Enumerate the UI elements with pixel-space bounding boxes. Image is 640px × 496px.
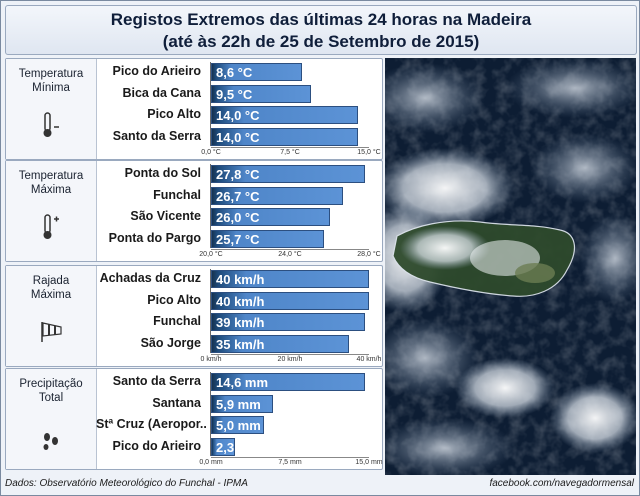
- x-axis-line: [211, 249, 369, 250]
- category-box: Temperatura Máxima: [6, 161, 97, 261]
- station-label: Bica da Cana: [122, 85, 201, 100]
- category-label-line: Total: [38, 392, 64, 404]
- station-label: São Jorge: [140, 335, 201, 350]
- bar-value-label: 14,6 mm: [216, 375, 269, 390]
- category-box: Temperatura Mínima: [6, 59, 97, 159]
- x-tick-label: 15,0 mm: [355, 459, 383, 466]
- x-tick-label: 0,0 °C: [201, 149, 221, 156]
- data-bar: 2,3 mm: [211, 437, 261, 456]
- chart-panel: Temperatura Máxima Ponta do Sol 27,8 °C Func…: [5, 160, 383, 262]
- y-axis-line: [210, 164, 211, 248]
- bar-value-label: 14,0 °C: [216, 129, 260, 145]
- data-bar: 40 km/h: [211, 270, 369, 288]
- bar-value-label: 25,7 °C: [216, 231, 260, 247]
- bar-value-label: 26,7 °C: [216, 188, 260, 204]
- data-bar: 26,7 °C: [211, 186, 344, 205]
- category-label-line: Máxima: [30, 184, 72, 196]
- category-label: Temperatura Máxima: [6, 169, 96, 197]
- category-label-line: Temperatura: [18, 170, 84, 182]
- x-axis-line: [211, 457, 369, 458]
- title-line-2: (até às 22h de 25 de Setembro de 2015): [162, 32, 480, 51]
- station-label: Pico do Arieiro: [112, 438, 201, 453]
- category-label-line: Mínima: [32, 82, 70, 94]
- bar-value-label: 2,3 mm: [216, 439, 261, 455]
- data-source: Dados: Observatório Meteorológico do Fun…: [5, 478, 248, 489]
- bar-value-label: 27,8 °C: [216, 167, 260, 182]
- data-bar: 5,0 mm: [211, 416, 264, 434]
- bar-value-label: 14,0 °C: [216, 108, 260, 123]
- x-tick-label: 0,0 mm: [199, 459, 223, 466]
- x-tick-label: 40 km/h: [356, 356, 382, 363]
- data-bar: 14,0 °C: [211, 127, 359, 146]
- data-bar: 26,0 °C: [211, 208, 330, 226]
- data-bar: 40 km/h: [211, 291, 369, 310]
- station-label: Pico Alto: [147, 107, 201, 121]
- bar-value-label: 40 km/h: [216, 272, 265, 287]
- data-bar: 25,7 °C: [211, 229, 324, 248]
- category-label-line: Temperatura: [18, 68, 84, 80]
- station-label: Stª Cruz (Aeropor..: [96, 417, 207, 431]
- bar-value-label: 9,5 °C: [216, 86, 253, 102]
- data-bar: 39 km/h: [211, 313, 366, 331]
- data-bar: 5,9 mm: [211, 394, 274, 413]
- satellite-image: [385, 58, 636, 475]
- data-bar: 35 km/h: [211, 334, 350, 353]
- station-label: São Vicente: [130, 209, 201, 223]
- station-label: Achadas da Cruz: [99, 271, 201, 285]
- category-box: Precipitação Total: [6, 369, 97, 469]
- bar-value-label: 40 km/h: [216, 293, 265, 309]
- x-tick-label: 28,0 °C: [357, 251, 381, 258]
- x-tick-label: 24,0 °C: [278, 251, 302, 258]
- page-title: Registos Extremos das últimas 24 horas n…: [5, 5, 637, 55]
- station-label: Ponta do Sol: [124, 166, 201, 180]
- category-label-line: Rajada: [32, 275, 70, 287]
- x-tick-label: 0 km/h: [200, 356, 222, 363]
- data-bar: 14,0 °C: [211, 106, 359, 124]
- windsock-icon: [41, 322, 62, 342]
- y-axis-line: [210, 269, 211, 353]
- chart-panel: Precipitação Total Santo da Serra 14,6 mm Sa…: [5, 368, 383, 470]
- x-axis-line: [211, 354, 369, 355]
- chart-panel: Rajada Máxima Achadas da Cruz 40 km/h Pico A…: [5, 265, 383, 367]
- category-label-line: Precipitação: [19, 378, 83, 390]
- category-label: Rajada Máxima: [6, 274, 96, 302]
- x-tick-label: 7,5 mm: [278, 459, 302, 466]
- bar-value-label: 5,0 mm: [216, 418, 261, 433]
- y-axis-line: [210, 62, 211, 146]
- bar-value-label: 5,9 mm: [216, 396, 261, 412]
- category-box: Rajada Máxima: [6, 266, 97, 366]
- x-tick-label: 15,0 °C: [357, 149, 381, 156]
- x-tick-label: 20 km/h: [277, 356, 303, 363]
- bar-value-label: 26,0 °C: [216, 210, 260, 225]
- station-label: Santo da Serra: [112, 128, 201, 143]
- thermometer-plus-icon: [43, 214, 59, 239]
- data-bar: 14,6 mm: [211, 373, 365, 391]
- x-axis-line: [211, 147, 369, 148]
- raindrops-icon: [43, 433, 58, 450]
- data-bar: 9,5 °C: [211, 84, 312, 103]
- y-axis-line: [210, 372, 211, 456]
- station-label: Pico do Arieiro: [112, 64, 201, 78]
- thermometer-minus-icon: [43, 112, 59, 137]
- bar-value-label: 8,6 °C: [216, 65, 253, 80]
- chart-panel: Temperatura Mínima Pico do Arieiro 8,6 °C Bi…: [5, 58, 383, 160]
- x-tick-label: 20,0 °C: [199, 251, 223, 258]
- station-label: Pico Alto: [147, 292, 201, 307]
- category-label: Precipitação Total: [6, 377, 96, 405]
- data-bar: 27,8 °C: [211, 165, 366, 183]
- station-label: Funchal: [153, 187, 201, 202]
- station-label: Santo da Serra: [112, 374, 201, 388]
- bar-value-label: 39 km/h: [216, 315, 265, 330]
- station-label: Santana: [152, 395, 201, 410]
- title-line-1: Registos Extremos das últimas 24 horas n…: [110, 10, 532, 29]
- category-label: Temperatura Mínima: [6, 67, 96, 95]
- station-label: Ponta do Pargo: [108, 230, 201, 245]
- credit-link[interactable]: facebook.com/navegadormensal: [489, 478, 634, 489]
- category-label-line: Máxima: [30, 289, 72, 301]
- station-label: Funchal: [153, 314, 201, 328]
- data-bar: 8,6 °C: [211, 63, 302, 81]
- bar-value-label: 35 km/h: [216, 336, 265, 352]
- x-tick-label: 7,5 °C: [280, 149, 300, 156]
